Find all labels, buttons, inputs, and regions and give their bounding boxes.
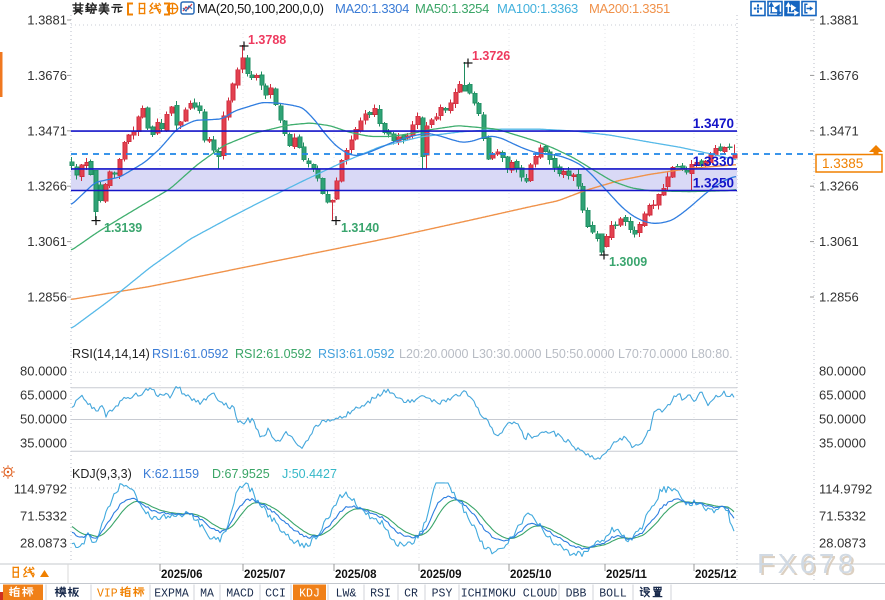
svg-text:CR: CR	[404, 588, 418, 600]
svg-text:KDJ(9,3,3): KDJ(9,3,3)	[72, 467, 132, 481]
svg-text:1.3881: 1.3881	[27, 13, 67, 28]
svg-text:CCI: CCI	[265, 588, 286, 600]
svg-text:1.3009: 1.3009	[609, 255, 647, 269]
svg-text:35.0000: 35.0000	[819, 436, 866, 451]
svg-text:RSI1:61.0592: RSI1:61.0592	[152, 347, 228, 361]
svg-text:FX678: FX678	[757, 548, 857, 579]
svg-text:K:62.1159: K:62.1159	[143, 467, 199, 481]
svg-text:L20:20.0000 L30:30.0000 L50:: L20:20.0000 L30:30.0000 L50:50.0000 L70:…	[399, 347, 733, 361]
svg-text:MA(20,50,100,200,0,0): MA(20,50,100,200,0,0)	[197, 1, 324, 16]
svg-text:MA50:1.3254: MA50:1.3254	[415, 1, 489, 16]
svg-text:1.3385: 1.3385	[822, 156, 863, 171]
svg-text:RSI2:61.0592: RSI2:61.0592	[235, 347, 311, 361]
svg-text:2025/08: 2025/08	[335, 569, 377, 581]
svg-text:RSI3:61.0592: RSI3:61.0592	[318, 347, 394, 361]
svg-text:1.3266: 1.3266	[819, 179, 859, 194]
svg-text:FX678: FX678	[759, 550, 859, 581]
svg-text:1.3676: 1.3676	[27, 68, 67, 83]
svg-text:MA200:1.3351: MA200:1.3351	[589, 1, 670, 16]
svg-text:MA100:1.3363: MA100:1.3363	[497, 1, 578, 16]
svg-text:35.0000: 35.0000	[20, 436, 67, 451]
svg-text:RSI(14,14,14): RSI(14,14,14)	[72, 347, 150, 361]
svg-text:2025/10: 2025/10	[510, 569, 552, 581]
svg-text:50.0000: 50.0000	[20, 412, 67, 427]
svg-text:VIP: VIP	[97, 588, 118, 600]
svg-text:65.0000: 65.0000	[20, 388, 67, 403]
svg-text:1.2856: 1.2856	[27, 290, 67, 305]
svg-text:2025/09: 2025/09	[420, 569, 462, 581]
svg-text:114.9792: 114.9792	[819, 482, 872, 497]
svg-text:LW&: LW&	[336, 588, 357, 600]
svg-text:J:50.4427: J:50.4427	[282, 467, 337, 481]
svg-text:1.3788: 1.3788	[248, 33, 286, 47]
svg-text:1.3726: 1.3726	[472, 49, 510, 63]
svg-text:1.3061: 1.3061	[819, 234, 859, 249]
svg-text:1.3061: 1.3061	[27, 234, 67, 249]
svg-text:EXPMA: EXPMA	[154, 588, 189, 600]
svg-text:1.2856: 1.2856	[819, 290, 859, 305]
svg-text:2025/06: 2025/06	[161, 569, 203, 581]
svg-text:1.3250: 1.3250	[693, 176, 734, 191]
svg-text:1.3470: 1.3470	[693, 116, 734, 131]
svg-text:80.0000: 80.0000	[20, 364, 67, 379]
svg-text:2025/11: 2025/11	[606, 569, 648, 581]
svg-text:2025/07: 2025/07	[244, 569, 286, 581]
svg-text:80.0000: 80.0000	[819, 364, 866, 379]
svg-text:65.0000: 65.0000	[819, 388, 866, 403]
svg-text:MACD: MACD	[226, 588, 254, 600]
svg-text:114.9792: 114.9792	[14, 482, 67, 497]
svg-text:KDJ: KDJ	[299, 588, 320, 600]
svg-text:71.5332: 71.5332	[819, 509, 866, 524]
svg-text:28.0873: 28.0873	[819, 536, 866, 551]
svg-text:D:67.9525: D:67.9525	[212, 467, 270, 481]
svg-text:28.0873: 28.0873	[20, 536, 67, 551]
svg-text:BOLL: BOLL	[599, 588, 627, 600]
svg-text:1.3676: 1.3676	[819, 68, 859, 83]
svg-text:71.5332: 71.5332	[20, 509, 67, 524]
svg-text:MA20:1.3304: MA20:1.3304	[335, 1, 409, 16]
svg-text:1.3266: 1.3266	[27, 179, 67, 194]
svg-text:1.3140: 1.3140	[341, 221, 379, 235]
svg-text:RSI: RSI	[370, 588, 391, 600]
svg-text:PSY: PSY	[432, 588, 453, 600]
svg-text:MA: MA	[200, 588, 214, 600]
svg-text:ICHIMOKU CLOUD: ICHIMOKU CLOUD	[461, 588, 558, 600]
svg-text:50.0000: 50.0000	[819, 412, 866, 427]
svg-text:1.3881: 1.3881	[819, 13, 859, 28]
svg-text:1.3471: 1.3471	[27, 123, 67, 138]
svg-text:2025/12: 2025/12	[695, 569, 737, 581]
svg-text:DBB: DBB	[566, 588, 587, 600]
svg-text:1.3330: 1.3330	[693, 154, 734, 169]
svg-text:1.3139: 1.3139	[104, 221, 142, 235]
svg-text:1.3471: 1.3471	[819, 123, 859, 138]
